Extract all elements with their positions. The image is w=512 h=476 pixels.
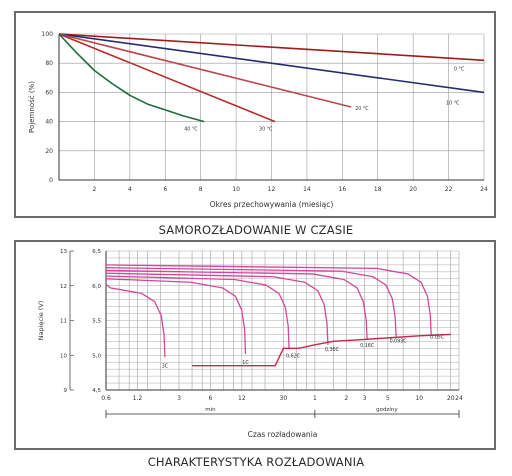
x-tick-label: 6 (209, 395, 213, 402)
x-tick-label: 10 (232, 186, 240, 193)
x-tick-label: 1 (313, 395, 317, 402)
x-tick-label: 3 (363, 395, 367, 402)
x-tick-label: 14 (303, 186, 311, 193)
discharge-curve (105, 283, 166, 358)
series-label: 40 °C (184, 127, 198, 133)
y-axis-label: Napięcie (V) (37, 301, 45, 341)
y-tick-label: 40 (45, 119, 53, 126)
y-outer-tick-label: 9 (64, 388, 68, 394)
curve-label: 0,093C (390, 338, 408, 344)
unit-label-hours: godziny (376, 407, 398, 413)
y-tick-label: 0 (49, 177, 53, 184)
y-tick-label: 100 (42, 31, 54, 38)
x-tick-label: 8 (199, 186, 203, 193)
self-discharge-caption: SAMOROZŁADOWANIE W CZASIE (158, 223, 354, 237)
x-tick-label: 20 (447, 395, 455, 402)
discharge-curve (105, 269, 368, 340)
x-tick-label: 24 (455, 395, 463, 402)
series-label: 30 °C (259, 127, 273, 133)
y-outer-tick-label: 13 (60, 249, 67, 255)
cutoff-voltage-line (192, 333, 451, 367)
x-tick-label: 0.6 (101, 395, 111, 402)
x-tick-label: 10 (415, 395, 423, 402)
series-line (58, 33, 205, 123)
x-tick-label: 3 (177, 395, 181, 402)
curve-label: 0,62C (286, 353, 301, 359)
x-tick-label: 18 (374, 186, 382, 193)
y-inner-tick-label: 4,5 (92, 388, 101, 394)
discharge-characteristics-panel: 0.6 1.2 3 6 12 30 1 2 3 5 10 20 24 6,5 6,0 5,5 5,0 4,5 13 1… (14, 240, 496, 450)
y-inner-tick-label: 5,0 (92, 353, 101, 359)
y-inner-tick-label: 5,5 (92, 319, 101, 325)
y-axis-label: Pojemność (%) (28, 81, 36, 133)
series-line (58, 33, 352, 108)
x-tick-label: 12 (268, 186, 276, 193)
discharge-curve (105, 264, 432, 335)
discharge-curve (105, 278, 247, 354)
y-outer-tick-label: 12 (60, 284, 67, 290)
series-line (58, 33, 485, 62)
x-tick-label: 2 (344, 395, 348, 402)
curve-label: 0,36C (325, 347, 340, 353)
series-label: 20 °C (355, 106, 369, 112)
x-tick-label: 16 (339, 186, 347, 193)
x-tick-label: 24 (480, 186, 488, 193)
discharge-characteristics-caption: CHARAKTERYSTYKA ROZŁADOWANIA (147, 455, 365, 469)
curve-label: 0,16C (360, 343, 375, 349)
y-inner-tick-label: 6,5 (92, 249, 101, 255)
curve-label: 1C (242, 360, 249, 366)
series-line (58, 33, 276, 123)
self-discharge-panel: 2 4 6 8 10 12 14 16 18 20 22 24 0 20 40 60 80 100 Okres pr… (14, 11, 496, 218)
curve-label: 0,05C (430, 334, 445, 340)
x-tick-label: 1.2 (133, 395, 143, 402)
series-label: 10 °C (446, 100, 460, 106)
x-axis-label: Okres przechowywania (miesiąc) (210, 200, 334, 209)
y-outer-tick-label: 10 (60, 353, 67, 359)
unit-label-min: min (205, 407, 216, 413)
x-tick-label: 22 (445, 186, 453, 193)
x-axis-label: Czas rozładowania (248, 430, 318, 439)
series-label: 0 °C (454, 66, 465, 72)
discharge-characteristics-chart: 0.6 1.2 3 6 12 30 1 2 3 5 10 20 246,56,05,55,04,5131… (37, 249, 463, 439)
x-tick-label: 6 (163, 186, 167, 193)
y-tick-label: 80 (45, 60, 53, 67)
discharge-curve (105, 272, 329, 345)
y-tick-label: 20 (45, 148, 53, 155)
x-tick-label: 30 (280, 395, 288, 402)
y-outer-tick-label: 11 (60, 319, 67, 325)
x-tick-label: 20 (409, 186, 417, 193)
curve-label: 3C (162, 363, 169, 369)
x-tick-label: 12 (238, 395, 246, 402)
series-line (58, 33, 485, 94)
x-tick-label: 4 (128, 186, 132, 193)
x-tick-label: 2 (93, 186, 97, 193)
discharge-curve (105, 275, 290, 349)
discharge-curve (105, 267, 397, 337)
y-inner-tick-label: 6,0 (92, 284, 101, 290)
x-tick-label: 5 (386, 395, 390, 402)
y-tick-label: 60 (45, 89, 53, 96)
